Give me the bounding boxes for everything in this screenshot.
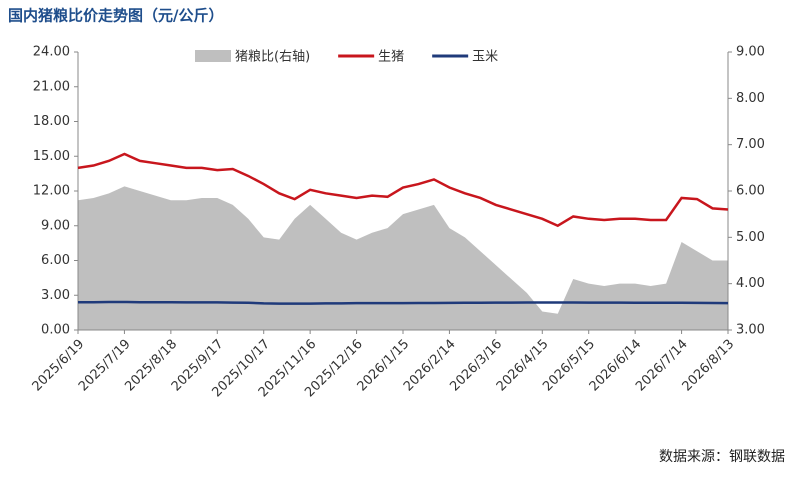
legend-label: 玉米	[472, 50, 498, 65]
y2-tick-label: 9.00	[736, 45, 765, 60]
y2-tick-label: 6.00	[736, 184, 765, 199]
y-tick-label: 3.00	[41, 288, 70, 303]
y-tick-label: 9.00	[41, 218, 70, 233]
y2-tick-label: 5.00	[736, 230, 765, 245]
y2-tick-label: 8.00	[736, 91, 765, 106]
y2-tick-label: 4.00	[736, 276, 765, 291]
y-tick-label: 18.00	[33, 114, 70, 129]
legend-label: 猪粮比(右轴)	[235, 50, 310, 65]
source-note: 数据来源：钢联数据	[659, 449, 785, 465]
y-tick-label: 12.00	[33, 184, 70, 199]
y2-tick-label: 7.00	[736, 137, 765, 152]
y-tick-label: 0.00	[41, 323, 70, 338]
y-tick-label: 6.00	[41, 253, 70, 268]
y-tick-label: 21.00	[33, 79, 70, 94]
legend-label: 生猪	[378, 50, 404, 65]
y-tick-label: 24.00	[33, 45, 70, 60]
area	[78, 186, 728, 330]
y-tick-label: 15.00	[33, 149, 70, 164]
line	[77, 152, 729, 228]
chart-title: 国内猪粮比价走势图（元/公斤）	[8, 7, 223, 25]
legend-swatch	[195, 50, 231, 62]
y2-tick-label: 3.00	[736, 323, 765, 338]
line	[78, 300, 729, 305]
